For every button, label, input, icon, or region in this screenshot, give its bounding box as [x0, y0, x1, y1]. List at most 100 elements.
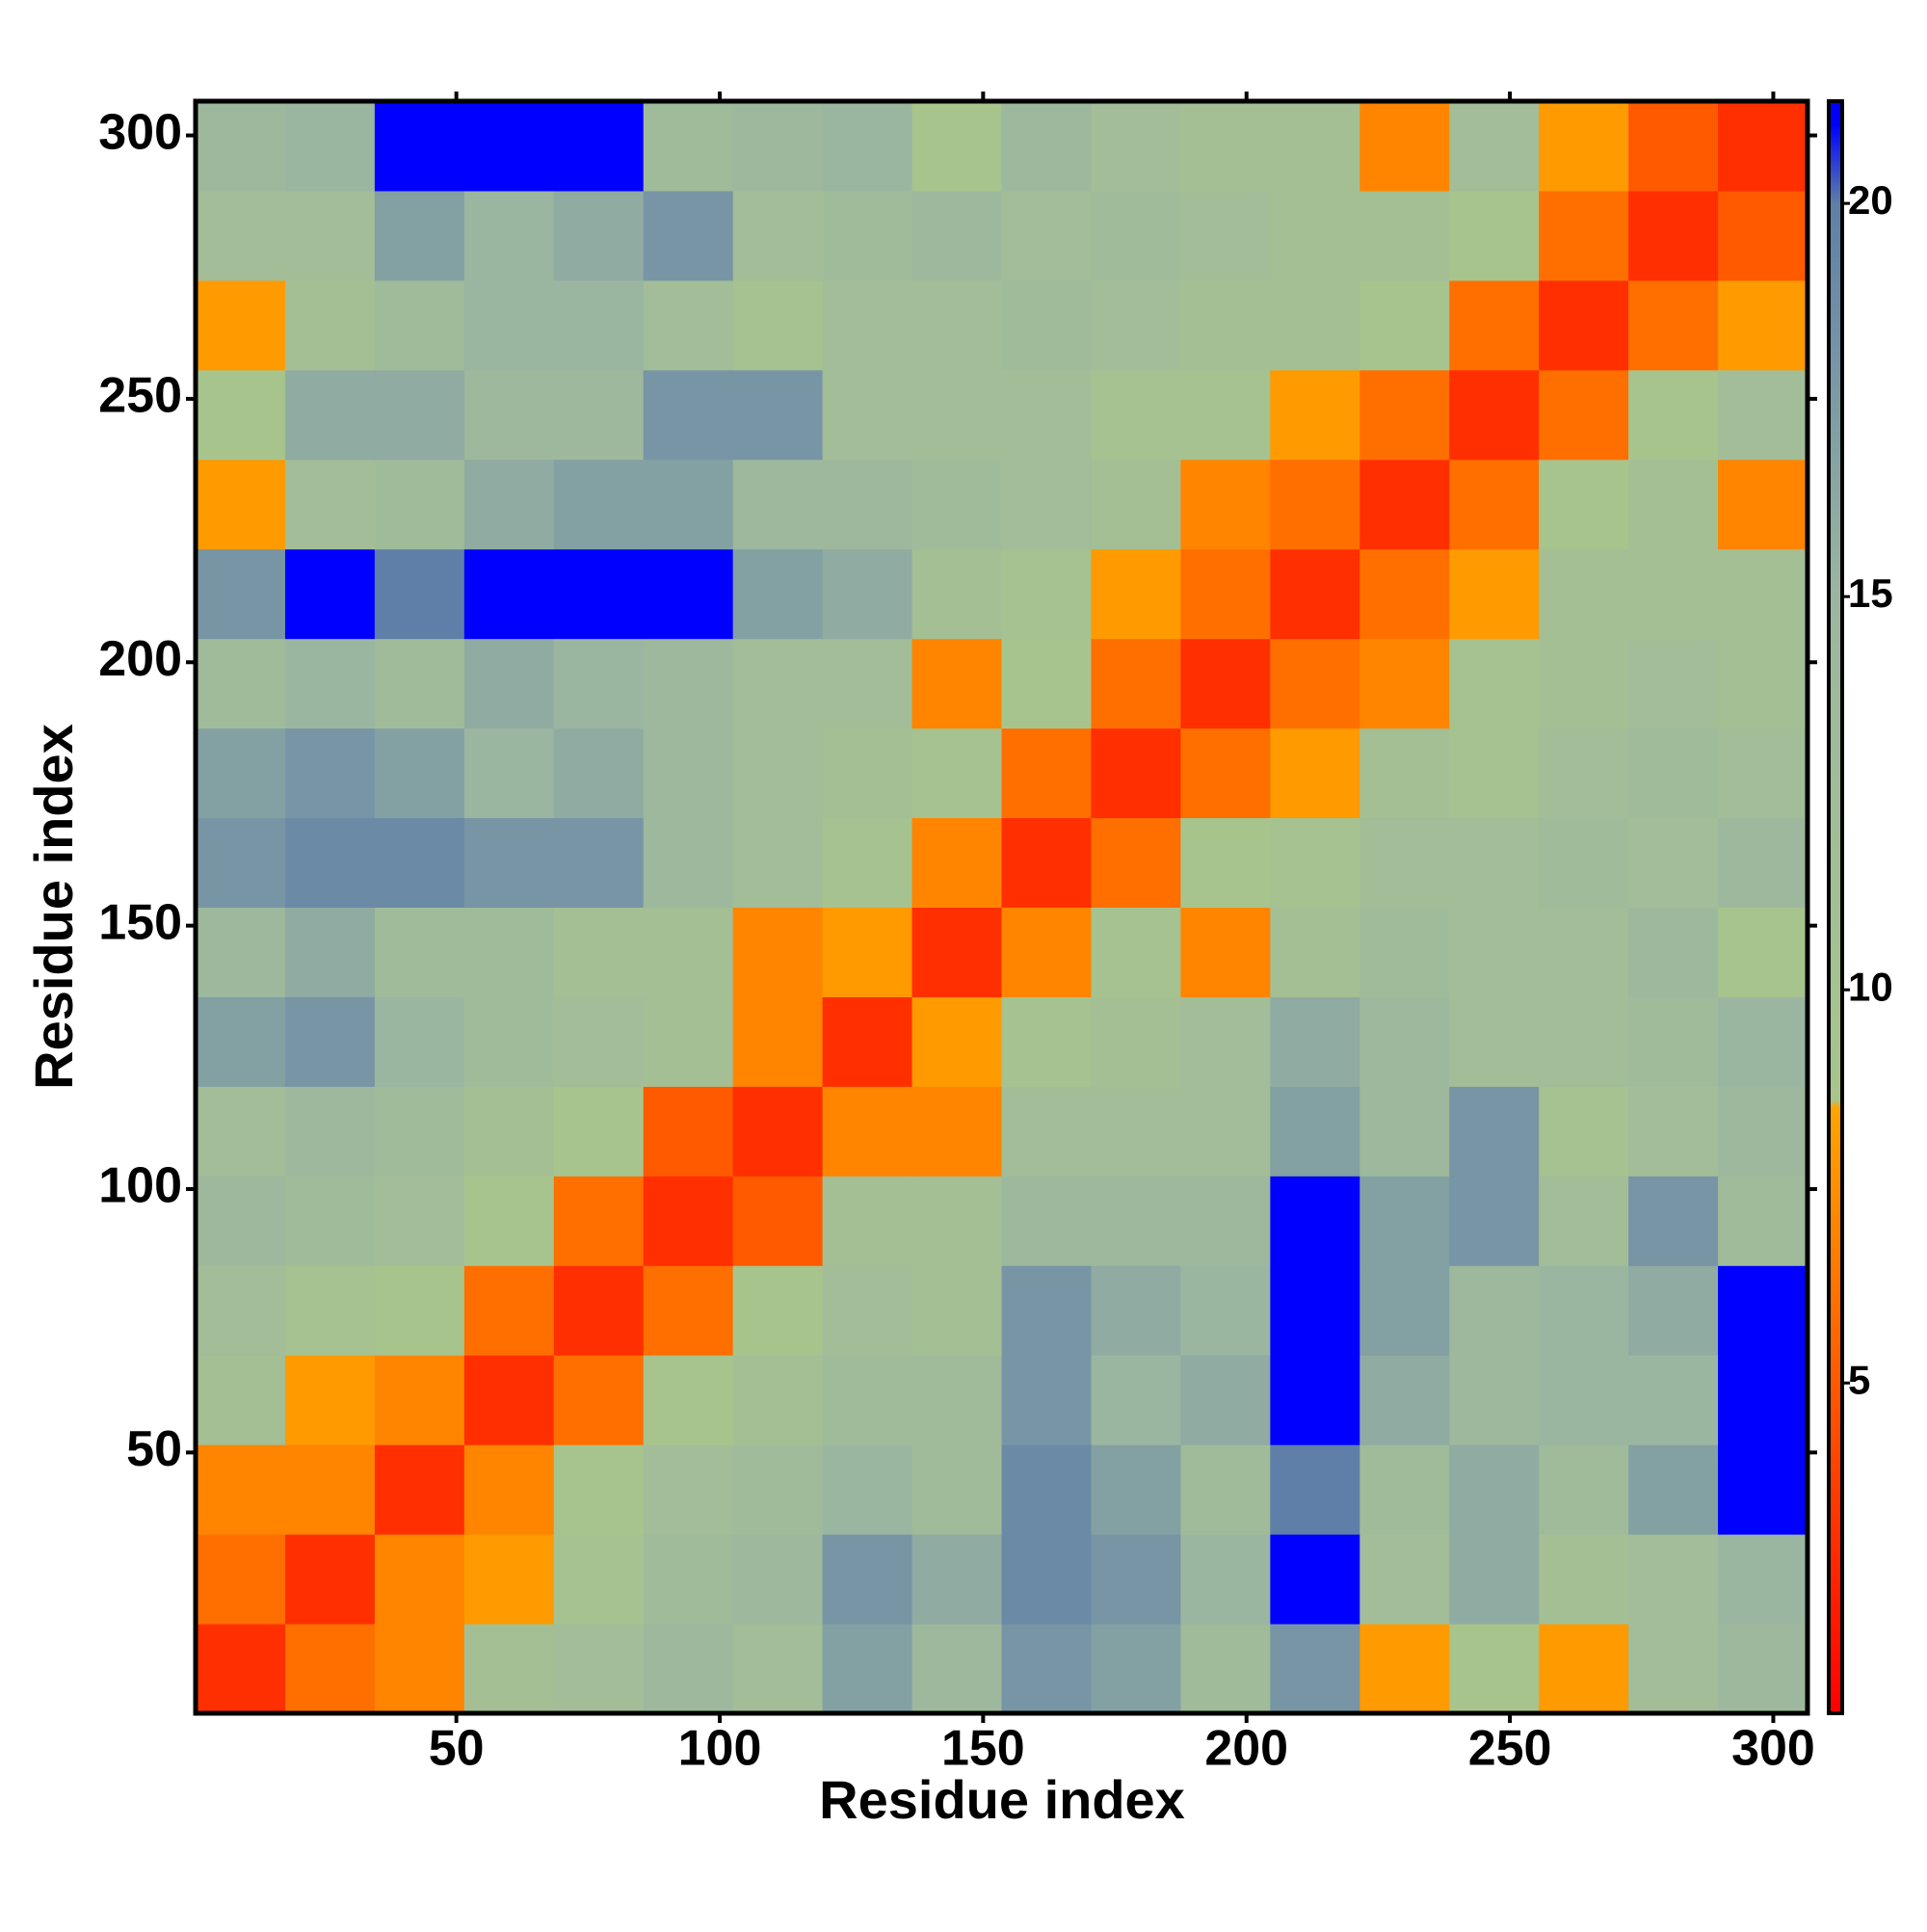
x-tick-label: 300 — [1731, 1721, 1815, 1777]
heatmap-cell — [196, 279, 286, 371]
heatmap-cell — [463, 996, 555, 1087]
colorbar-tick-label: 20 — [1848, 177, 1893, 223]
heatmap-cell — [911, 369, 1002, 461]
heatmap-cell — [732, 817, 824, 908]
heatmap-cell — [553, 459, 645, 550]
heatmap-cell — [1180, 279, 1271, 371]
heatmap-cell — [822, 1355, 913, 1445]
heatmap-cell — [1449, 1355, 1540, 1445]
heatmap-cell — [1270, 369, 1360, 461]
heatmap-cell — [1718, 369, 1808, 461]
heatmap-cell — [1001, 728, 1092, 819]
heatmap-cell — [1359, 728, 1450, 819]
heatmap-cell — [374, 1534, 465, 1625]
heatmap-cell — [1718, 1176, 1808, 1266]
heatmap-cell — [1539, 459, 1629, 550]
heatmap-cell — [732, 190, 824, 281]
heatmap-cell — [1539, 728, 1629, 819]
heatmap-cell — [911, 1265, 1002, 1356]
heatmap-cell — [374, 638, 465, 729]
heatmap-cell — [284, 907, 376, 997]
heatmap-cell — [643, 1086, 734, 1177]
heatmap-cell — [822, 190, 913, 281]
heatmap-cell — [1539, 817, 1629, 908]
x-tick-label: 150 — [941, 1721, 1025, 1777]
heatmap-cell — [822, 369, 913, 461]
heatmap-cell — [1359, 907, 1450, 997]
heatmap-cell — [374, 1265, 465, 1356]
heatmap-cell — [553, 369, 645, 461]
heatmap-cell — [1180, 907, 1271, 997]
heatmap-cell — [1180, 1534, 1271, 1625]
heatmap — [196, 101, 1808, 1714]
heatmap-cell — [1001, 548, 1092, 640]
heatmap-cell — [1270, 548, 1360, 640]
heatmap-cell — [822, 638, 913, 729]
heatmap-cell — [911, 190, 1002, 281]
heatmap-cell — [1359, 101, 1450, 192]
heatmap-cell — [1270, 728, 1360, 819]
heatmap-cell — [553, 817, 645, 908]
y-tick-label: 50 — [126, 1421, 182, 1477]
heatmap-cell — [1180, 1265, 1271, 1356]
heatmap-cell — [196, 548, 286, 640]
heatmap-cell — [1091, 907, 1181, 997]
heatmap-cell — [1359, 1534, 1450, 1625]
heatmap-cell — [463, 817, 555, 908]
heatmap-cell — [284, 638, 376, 729]
heatmap-cell — [1718, 1265, 1808, 1356]
heatmap-cell — [1091, 548, 1181, 640]
heatmap-cell — [1718, 728, 1808, 819]
heatmap-cell — [643, 728, 734, 819]
heatmap-cell — [1628, 459, 1719, 550]
heatmap-cell — [196, 1624, 286, 1714]
heatmap-cell — [374, 1355, 465, 1445]
heatmap-cell — [374, 190, 465, 281]
heatmap-cell — [1091, 1355, 1181, 1445]
heatmap-cell — [1001, 1624, 1092, 1714]
heatmap-cell — [643, 1355, 734, 1445]
heatmap-cell — [463, 1265, 555, 1356]
heatmap-cell — [1449, 369, 1540, 461]
heatmap-cell — [1359, 1624, 1450, 1714]
heatmap-cell — [1001, 996, 1092, 1087]
heatmap-cell — [1449, 1534, 1540, 1625]
heatmap-cell — [911, 1534, 1002, 1625]
heatmap-cell — [374, 996, 465, 1087]
heatmap-cell — [374, 1176, 465, 1266]
heatmap-cell — [1359, 996, 1450, 1087]
heatmap-cell — [1359, 190, 1450, 281]
heatmap-cell — [1270, 459, 1360, 550]
x-tick-label: 50 — [429, 1721, 485, 1777]
heatmap-cell — [553, 279, 645, 371]
heatmap-cell — [553, 728, 645, 819]
heatmap-cell — [643, 190, 734, 281]
heatmap-cell — [643, 1444, 734, 1535]
heatmap-cell — [284, 1265, 376, 1356]
heatmap-cell — [284, 1444, 376, 1535]
heatmap-cell — [1628, 1534, 1719, 1625]
heatmap-cell — [1718, 1444, 1808, 1535]
heatmap-cell — [463, 548, 555, 640]
heatmap-cell — [1001, 1534, 1092, 1625]
heatmap-cell — [374, 101, 465, 192]
heatmap-cell — [1449, 1444, 1540, 1535]
heatmap-cell — [1718, 548, 1808, 640]
heatmap-cell — [822, 548, 913, 640]
heatmap-cell — [1718, 101, 1808, 192]
y-tick-label: 300 — [98, 104, 182, 160]
colorbar-tick-label: 15 — [1848, 570, 1893, 616]
heatmap-cell — [1270, 1176, 1360, 1266]
heatmap-cell — [911, 1624, 1002, 1714]
heatmap-cell — [463, 369, 555, 461]
heatmap-cell — [1001, 1265, 1092, 1356]
heatmap-cell — [1180, 728, 1271, 819]
heatmap-cell — [463, 1086, 555, 1177]
heatmap-cell — [732, 1624, 824, 1714]
heatmap-cell — [196, 1355, 286, 1445]
heatmap-cell — [643, 996, 734, 1087]
heatmap-cell — [1718, 459, 1808, 550]
heatmap-cell — [1539, 1534, 1629, 1625]
heatmap-cell — [911, 279, 1002, 371]
heatmap-cell — [1449, 190, 1540, 281]
